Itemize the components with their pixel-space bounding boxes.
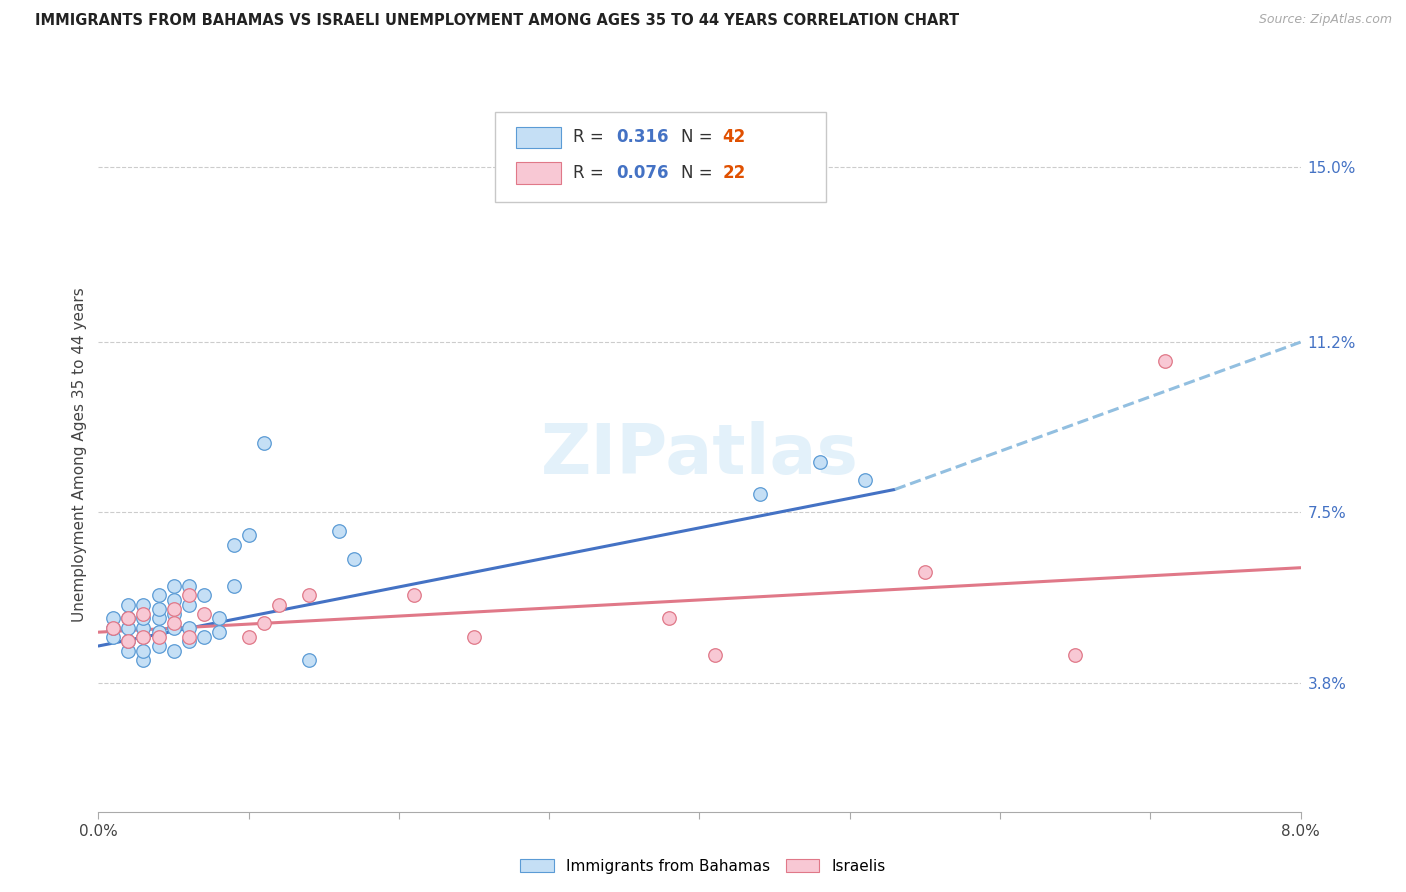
Point (148, 602, 170, 616)
Point (1064, 648, 1087, 663)
Point (177, 598, 200, 612)
Text: 0.316: 0.316 (617, 128, 669, 146)
Point (117, 611, 139, 625)
Point (1154, 353, 1177, 368)
Point (103, 621, 125, 635)
Point (193, 607, 215, 621)
Text: N =: N = (682, 128, 718, 146)
Point (853, 473, 876, 487)
Point (463, 630, 485, 644)
Point (148, 630, 170, 644)
Point (117, 611, 139, 625)
Point (222, 579, 245, 593)
Point (162, 607, 184, 621)
Point (162, 593, 184, 607)
Point (208, 611, 231, 625)
Point (914, 566, 936, 580)
Point (132, 598, 155, 612)
Point (117, 643, 139, 657)
Point (343, 551, 366, 566)
Text: ZIPatlas: ZIPatlas (540, 421, 859, 489)
Text: R =: R = (574, 164, 609, 182)
Point (193, 588, 215, 602)
Point (117, 634, 139, 648)
Point (117, 598, 139, 612)
Point (117, 621, 139, 635)
Point (402, 588, 425, 602)
Point (148, 639, 170, 653)
Point (132, 621, 155, 635)
Point (148, 625, 170, 640)
Legend: Immigrants from Bahamas, Israelis: Immigrants from Bahamas, Israelis (515, 853, 891, 880)
Point (298, 588, 321, 602)
Point (177, 621, 200, 635)
Point (132, 611, 155, 625)
Point (238, 630, 260, 644)
Point (103, 611, 125, 625)
Point (132, 653, 155, 667)
Point (162, 602, 184, 616)
Point (222, 538, 245, 552)
Text: R =: R = (574, 128, 609, 146)
Point (193, 630, 215, 644)
FancyBboxPatch shape (516, 127, 561, 148)
Point (703, 648, 725, 663)
Point (177, 634, 200, 648)
FancyBboxPatch shape (516, 162, 561, 184)
Point (162, 621, 184, 635)
Point (162, 579, 184, 593)
Point (208, 625, 231, 640)
Point (177, 630, 200, 644)
FancyBboxPatch shape (495, 112, 825, 202)
Text: Source: ZipAtlas.com: Source: ZipAtlas.com (1258, 13, 1392, 27)
Point (132, 630, 155, 644)
Point (132, 643, 155, 657)
Y-axis label: Unemployment Among Ages 35 to 44 years: Unemployment Among Ages 35 to 44 years (72, 287, 87, 623)
Point (177, 579, 200, 593)
Text: IMMIGRANTS FROM BAHAMAS VS ISRAELI UNEMPLOYMENT AMONG AGES 35 TO 44 YEARS CORREL: IMMIGRANTS FROM BAHAMAS VS ISRAELI UNEMP… (35, 13, 959, 29)
Point (117, 634, 139, 648)
Point (748, 487, 770, 501)
Point (162, 643, 184, 657)
Point (253, 436, 276, 450)
Point (298, 653, 321, 667)
Point (148, 588, 170, 602)
Point (658, 611, 681, 625)
Point (177, 588, 200, 602)
Point (328, 524, 350, 538)
Point (103, 621, 125, 635)
Point (267, 598, 290, 612)
Point (132, 630, 155, 644)
Text: 22: 22 (723, 164, 745, 182)
Point (238, 528, 260, 542)
Point (253, 615, 276, 630)
Point (132, 607, 155, 621)
Text: 42: 42 (723, 128, 745, 146)
Point (808, 455, 831, 469)
Point (162, 615, 184, 630)
Point (148, 611, 170, 625)
Text: N =: N = (682, 164, 718, 182)
Point (103, 630, 125, 644)
Text: 0.076: 0.076 (617, 164, 669, 182)
